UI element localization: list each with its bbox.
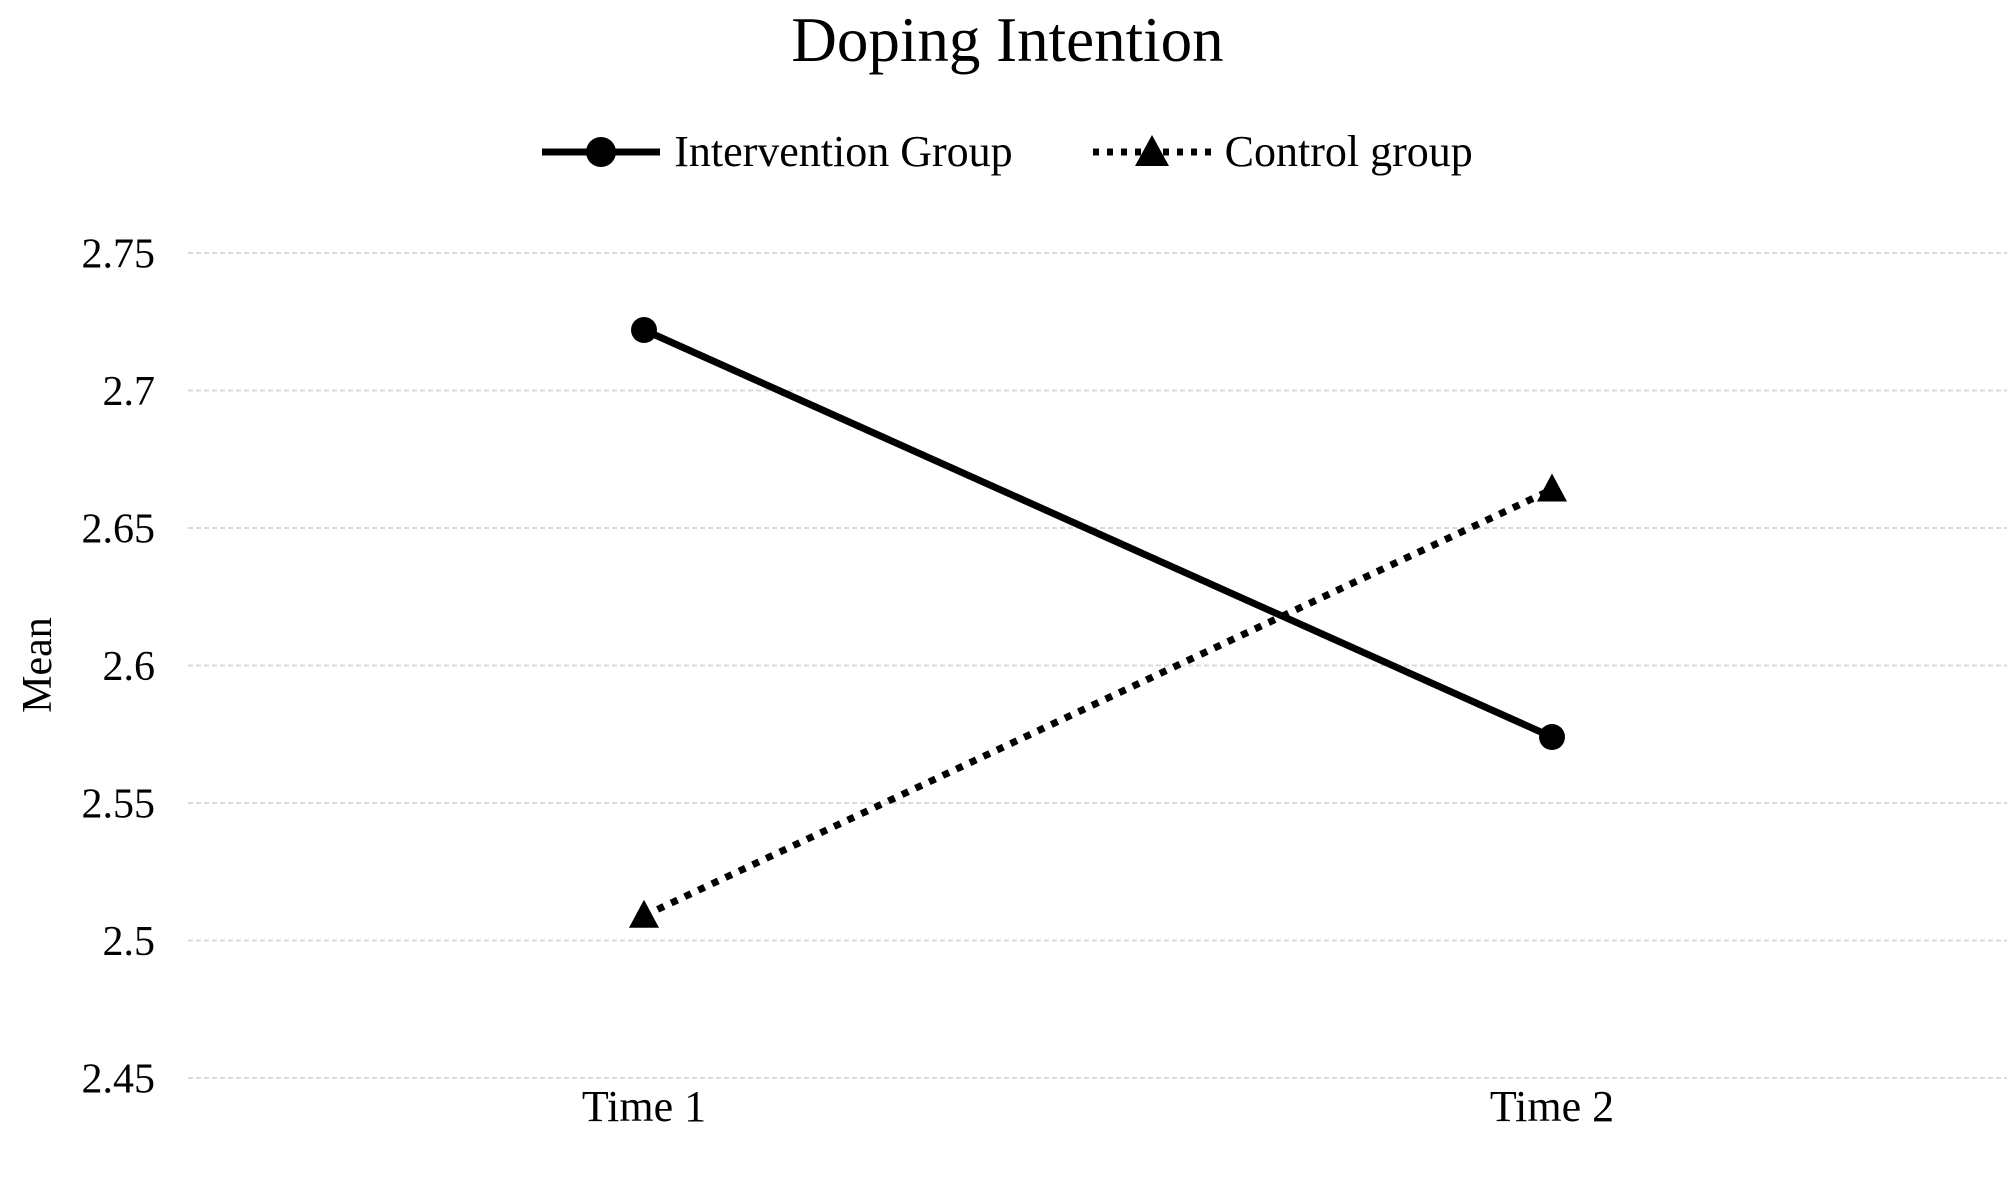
y-tick-label: 2.75 <box>82 231 156 277</box>
x-axis-label: Time 2 <box>1490 1082 1614 1131</box>
legend: Intervention Group Control group <box>0 130 2015 174</box>
y-tick-label: 2.65 <box>82 506 156 552</box>
y-tick-label: 2.7 <box>103 369 156 415</box>
series-line-intervention <box>642 326 1554 741</box>
legend-item-control: Control group <box>1092 127 1473 176</box>
series-line-control <box>642 486 1554 919</box>
legend-item-intervention: Intervention Group <box>542 127 1013 176</box>
y-tick-label: 2.55 <box>82 781 156 827</box>
y-tick-label: 2.45 <box>82 1056 156 1102</box>
marker-triangle-control <box>1537 473 1567 502</box>
marker-triangle-control <box>629 899 659 928</box>
y-tick-label: 2.5 <box>103 919 156 965</box>
y-tick-label: 2.6 <box>103 644 156 690</box>
legend-label-control: Control group <box>1224 127 1473 176</box>
dotted-line-triangle-marker-icon <box>1092 135 1211 166</box>
legend-label-intervention: Intervention Group <box>674 127 1013 176</box>
x-axis-label: Time 1 <box>582 1082 706 1131</box>
chart-title: Doping Intention <box>791 5 1224 75</box>
solid-line-circle-marker-icon <box>542 137 661 167</box>
marker-circle-intervention <box>631 317 657 343</box>
marker-circle-intervention <box>1539 724 1565 750</box>
